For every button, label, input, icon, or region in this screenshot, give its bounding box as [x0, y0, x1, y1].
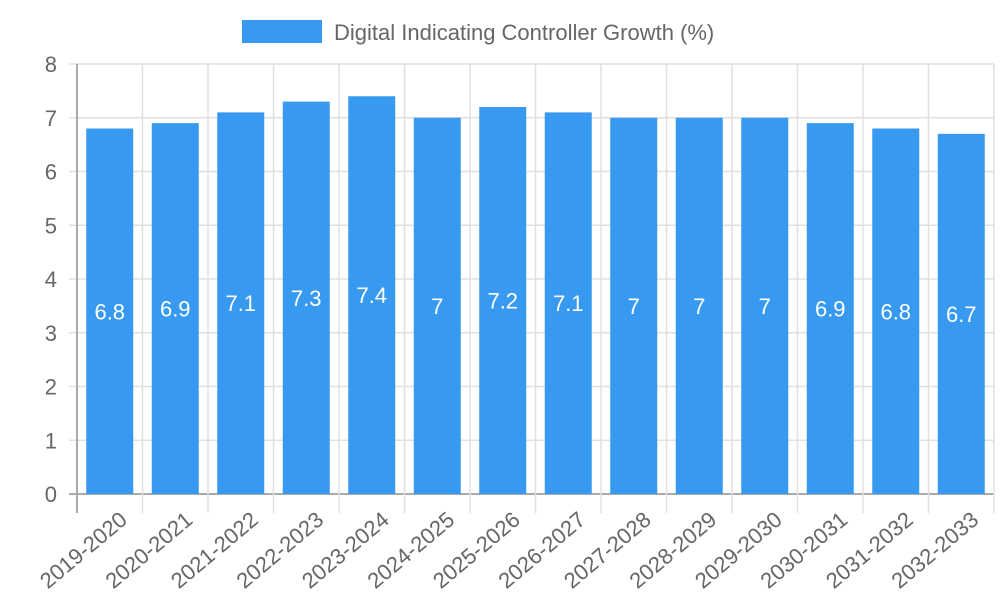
bar-value-label: 6.7	[946, 302, 977, 327]
y-tick-label: 5	[45, 213, 57, 238]
bar-value-label: 7.2	[487, 289, 518, 314]
y-tick-label: 3	[45, 321, 57, 346]
y-tick-label: 1	[45, 428, 57, 453]
bar-value-label: 7.3	[291, 286, 322, 311]
bar	[86, 128, 134, 494]
bar	[217, 112, 265, 494]
bar	[151, 123, 199, 494]
bar	[282, 101, 330, 494]
bar	[479, 107, 527, 494]
bar-value-label: 7	[628, 294, 640, 319]
bar-value-label: 6.9	[815, 297, 846, 322]
y-tick-label: 4	[45, 267, 57, 292]
bar	[872, 128, 920, 494]
bar	[413, 117, 461, 494]
bar-value-label: 7.1	[225, 291, 256, 316]
bar-value-label: 7	[431, 294, 443, 319]
bar	[675, 117, 723, 494]
legend-label: Digital Indicating Controller Growth (%)	[334, 20, 714, 45]
bar-value-label: 6.8	[94, 299, 125, 324]
bar-value-label: 7	[759, 294, 771, 319]
legend[interactable]: Digital Indicating Controller Growth (%)	[242, 20, 714, 45]
bar	[544, 112, 592, 494]
y-tick-label: 7	[45, 106, 57, 131]
bar-value-label: 7.1	[553, 291, 584, 316]
bar-value-label: 6.9	[160, 297, 191, 322]
bar	[348, 96, 396, 494]
legend-swatch	[242, 20, 322, 43]
bar	[741, 117, 789, 494]
bar-value-label: 6.8	[880, 299, 911, 324]
bar	[610, 117, 658, 494]
y-tick-label: 8	[45, 52, 57, 77]
bar-value-label: 7.4	[356, 283, 387, 308]
y-tick-label: 2	[45, 375, 57, 400]
y-tick-label: 6	[45, 160, 57, 185]
bar	[937, 133, 985, 494]
bar-value-label: 7	[693, 294, 705, 319]
bar	[806, 123, 854, 494]
y-tick-label: 0	[45, 482, 57, 507]
